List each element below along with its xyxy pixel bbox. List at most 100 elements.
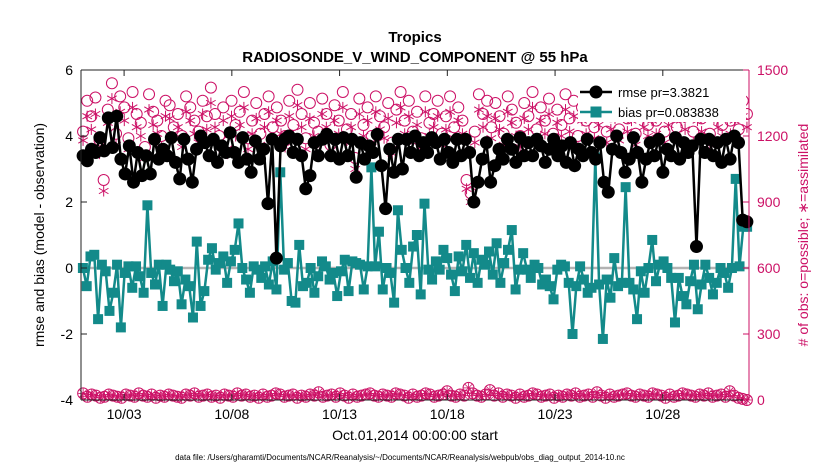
obs-bottom-circle — [509, 391, 522, 404]
obs-bottom-point — [526, 387, 539, 400]
bias-point — [578, 274, 589, 285]
bias-point — [419, 198, 430, 209]
asterisk-stroke — [119, 117, 130, 124]
obs-assimilated-point — [337, 101, 348, 113]
bias-point — [643, 263, 654, 273]
obs-possible-point — [559, 88, 572, 101]
asterisk-stroke — [304, 115, 315, 122]
bias-point — [184, 281, 195, 292]
obs-possible-point — [262, 90, 275, 103]
obs-bottom-stroke — [246, 392, 254, 401]
obs-possible-point — [398, 114, 411, 127]
obs-possible-point — [501, 90, 514, 103]
asterisk-stroke — [420, 108, 431, 115]
rmse-point — [93, 131, 107, 145]
obs-assimilated-point — [502, 106, 513, 118]
obs-possible-point — [233, 105, 246, 118]
obs-bottom-stroke — [537, 392, 546, 401]
bias-point — [434, 264, 445, 275]
bias-point — [575, 261, 586, 272]
asterisk-stroke — [478, 124, 489, 131]
bias-point — [206, 243, 217, 254]
obs-bottom-stroke — [327, 390, 336, 399]
obs-possible-point — [328, 99, 341, 112]
obs-assimilated-point — [271, 115, 282, 127]
rmse-point — [496, 152, 510, 166]
bias-point — [704, 272, 715, 283]
asterisk-stroke — [148, 121, 159, 129]
rmse-point — [311, 149, 325, 163]
bias-point — [119, 267, 130, 278]
bias-point — [222, 277, 233, 288]
y-right-tick-label: 0 — [757, 392, 765, 408]
bias-point — [525, 272, 536, 283]
obs-possible-point — [419, 90, 432, 103]
obs-possible-point — [353, 92, 366, 105]
rmse-point — [593, 136, 607, 150]
bias-point — [218, 251, 229, 262]
obs-possible-point — [225, 94, 238, 107]
obs-bottom-circle — [702, 387, 715, 400]
obs-possible-point — [361, 101, 374, 114]
obs-possible-point — [188, 114, 201, 127]
obs-possible-point — [143, 88, 156, 101]
asterisk-stroke — [82, 113, 93, 120]
obs-bottom-stroke — [242, 390, 250, 399]
bias-point — [681, 299, 692, 310]
obs-bottom-stroke — [725, 387, 734, 395]
asterisk-stroke — [453, 117, 464, 124]
obs-assimilated-point — [713, 121, 724, 133]
y-right-tick-label: 600 — [757, 260, 781, 276]
obs-bottom-stroke — [717, 390, 725, 399]
obs-bottom-stroke — [486, 386, 494, 394]
bias-point — [165, 264, 176, 275]
rmse-point — [484, 175, 498, 189]
obs-bottom-point — [351, 390, 364, 403]
asterisk-stroke — [391, 119, 402, 126]
obs-bottom-circle — [569, 387, 582, 400]
rmse-point — [236, 131, 250, 145]
y-right-tick-label: 1500 — [757, 62, 788, 78]
asterisk-stroke — [337, 104, 348, 111]
rmse-point — [505, 142, 519, 156]
bias-point — [195, 300, 206, 311]
obs-bottom-stroke — [708, 392, 717, 401]
asterisk-stroke — [428, 124, 439, 131]
asterisk-stroke — [98, 187, 109, 195]
asterisk-stroke — [535, 117, 546, 124]
bias-point — [180, 274, 191, 285]
x-tick-label: 10/03 — [107, 406, 142, 422]
x-tick-label: 10/13 — [322, 406, 357, 422]
obs-assimilated-point — [106, 93, 117, 105]
y-axis-left-label: rmse and bias (model - observation) — [31, 123, 47, 347]
obs-bottom-stroke — [361, 390, 370, 399]
bias-point — [256, 272, 267, 283]
obs-possible-point — [283, 94, 296, 107]
obs-assimilated-point — [391, 117, 402, 129]
obs-possible-point — [336, 86, 349, 98]
obs-possible-point — [538, 114, 551, 127]
asterisk-stroke — [642, 132, 654, 140]
bias-point — [408, 241, 419, 252]
asterisk-stroke — [490, 115, 501, 122]
asterisk-stroke — [354, 110, 365, 118]
bias-point — [707, 289, 718, 300]
rmse-point — [383, 142, 397, 156]
obs-assimilated-point — [560, 104, 571, 116]
obs-bottom-stroke — [730, 391, 738, 400]
obs-bottom-stroke — [396, 390, 404, 399]
rmse-point — [442, 146, 456, 159]
rmse-point — [379, 202, 393, 216]
bias-point — [233, 218, 244, 229]
bias-point — [389, 297, 400, 308]
obs-bottom-point — [638, 389, 651, 402]
bias-point — [370, 261, 381, 272]
obs-bottom-stroke — [366, 389, 374, 398]
obs-bottom-stroke — [220, 390, 229, 399]
obs-assimilated-point — [473, 104, 484, 116]
asterisk-stroke — [329, 117, 340, 124]
y-right-tick-label: 1200 — [757, 128, 788, 144]
bias-point — [260, 261, 271, 272]
bias-point — [468, 248, 479, 259]
bias-point — [597, 333, 608, 344]
